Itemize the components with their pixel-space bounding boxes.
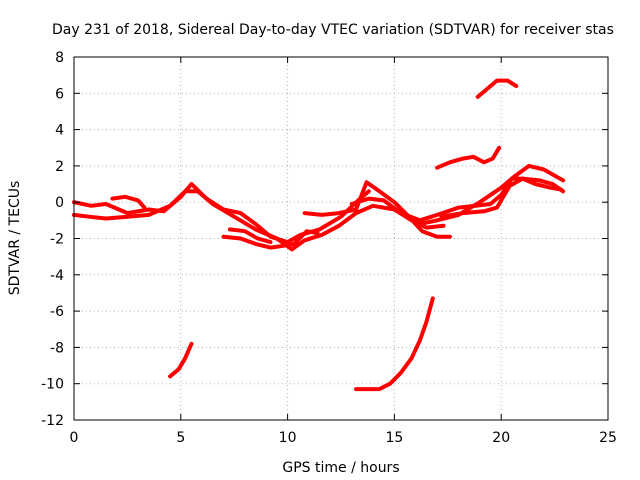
- series-arc-l: [168, 341, 194, 379]
- x-tick-label: 10: [279, 430, 297, 446]
- y-axis-label: SDTVAR / TECUs: [7, 181, 23, 296]
- y-tick-label: -2: [50, 232, 64, 248]
- series-arc-m: [354, 296, 435, 392]
- series-arc-k: [475, 78, 519, 99]
- x-tick-label: 5: [176, 430, 185, 446]
- x-tick-label: 25: [599, 430, 617, 446]
- y-tick-label: 8: [55, 50, 64, 66]
- axis-ticks: 0 5 10 15 20 25 -12 -10 -8 -6 -4 -2 0 2 4 6 8: [41, 50, 617, 446]
- y-tick-label: 6: [55, 86, 64, 102]
- y-tick-label: -4: [50, 268, 64, 284]
- y-tick-label: -6: [50, 304, 64, 320]
- chart-title: Day 231 of 2018, Sidereal Day-to-day VTE…: [52, 22, 614, 38]
- y-tick-label: -12: [41, 413, 64, 429]
- x-tick-label: 20: [492, 430, 510, 446]
- y-tick-label: -8: [50, 340, 64, 356]
- y-tick-label: -10: [41, 377, 64, 393]
- series-arc-e: [227, 227, 273, 245]
- x-axis-label: GPS time / hours: [282, 460, 399, 476]
- series-arc-j: [435, 145, 502, 170]
- grid: [74, 57, 608, 420]
- x-tick-label: 15: [385, 430, 403, 446]
- x-tick-label: 0: [70, 430, 79, 446]
- y-tick-label: 0: [55, 195, 64, 211]
- data-series: [72, 78, 566, 392]
- y-tick-label: 2: [55, 159, 64, 175]
- series-arc-d: [221, 229, 320, 250]
- series-arc-f: [302, 180, 452, 239]
- series-arc-c: [110, 194, 147, 210]
- series-arc-i: [439, 176, 566, 219]
- series-arc-b: [72, 189, 446, 252]
- y-tick-label: 4: [55, 123, 64, 139]
